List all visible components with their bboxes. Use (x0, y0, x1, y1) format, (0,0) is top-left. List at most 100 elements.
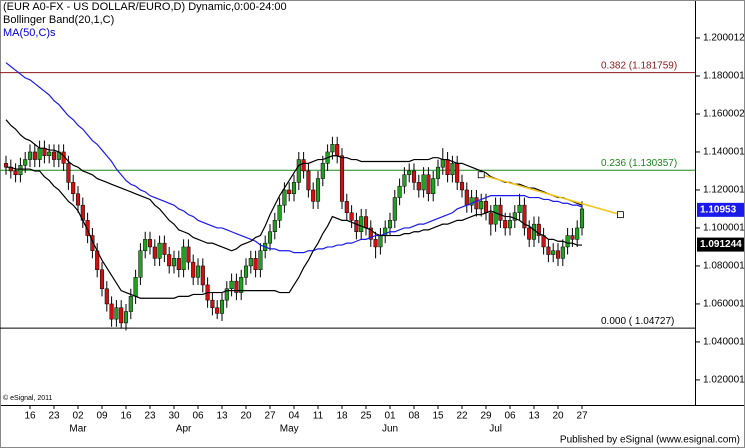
candle-body (143, 239, 148, 252)
x-tick-label: 22 (456, 411, 468, 422)
indicator-line (5, 119, 583, 252)
candle-body (229, 280, 234, 289)
candle-body (527, 227, 532, 240)
candle-body (234, 280, 239, 293)
x-tick-label: 23 (48, 411, 60, 422)
candle-body (90, 235, 95, 252)
trendline (480, 174, 621, 216)
copyright: © eSignal, 2011 (3, 394, 53, 402)
candle-body (200, 265, 205, 286)
x-tick-label: 29 (480, 411, 492, 422)
candle-body (407, 170, 412, 176)
candle-body (459, 182, 465, 191)
candle-body (440, 159, 445, 168)
candle-body (579, 208, 585, 229)
candle-body (306, 170, 311, 191)
x-tick-label: 27 (264, 411, 276, 422)
candle-body (411, 170, 417, 183)
candle-body (431, 178, 436, 195)
candle-body (335, 144, 340, 157)
candle-body (349, 212, 354, 221)
candle-body (387, 220, 393, 229)
x-tick-label: 27 (576, 411, 588, 422)
indicator-label: Bollinger Band(20,1,C) (3, 14, 114, 26)
candle-body (157, 242, 162, 259)
candle-body (18, 165, 23, 176)
fib-label: 0.000 ( 1.04727) (601, 316, 674, 327)
candle-body (75, 193, 81, 206)
candle-body (397, 185, 402, 198)
x-tick-label: 25 (360, 411, 372, 422)
fib-label: 0.236 (1.130357) (601, 158, 677, 169)
candle-body (219, 299, 225, 314)
candle-body (469, 197, 474, 206)
candle-body (560, 246, 565, 259)
candle-body (445, 159, 450, 176)
candle-body (171, 258, 177, 267)
x-tick-label: 04 (288, 411, 300, 422)
trendline-handle (477, 171, 485, 179)
candle-body (215, 307, 220, 314)
candle-body (186, 246, 191, 263)
candle-body (253, 258, 258, 270)
candle-body (378, 235, 383, 248)
x-tick-label: 20 (240, 411, 252, 422)
candle-body (311, 189, 316, 202)
candle-body (301, 159, 306, 172)
candle-body (455, 163, 460, 183)
candle-body (147, 239, 153, 248)
candle-body (287, 189, 292, 195)
candle-body (392, 197, 397, 221)
candle-body (570, 235, 575, 240)
x-tick-label: 20 (552, 411, 564, 422)
candle-body (479, 201, 484, 210)
candle-body (272, 220, 277, 233)
candle-body (522, 204, 527, 229)
candle-body (551, 250, 556, 255)
x-tick-label: 06 (192, 411, 204, 422)
trendline-handle (617, 211, 624, 219)
candle-body (224, 288, 229, 301)
candle-body (517, 204, 522, 214)
candle-body (416, 182, 421, 191)
x-tick-label: 30 (168, 411, 180, 422)
candle-body (195, 265, 201, 278)
footer: Published by eSignal (www.esignal.com) (560, 435, 740, 446)
candle-body (181, 246, 186, 270)
candle-body (315, 178, 321, 202)
candle-body (23, 159, 28, 166)
y-tick-label: 1.020001 (703, 375, 745, 386)
candle-body (32, 151, 37, 160)
candle-body (488, 212, 493, 225)
candle-body (191, 261, 196, 278)
y-tick-label: 1.060001 (703, 299, 745, 310)
candle-body (128, 296, 133, 312)
indicator-label: MA(50,C)s (3, 27, 56, 39)
x-tick-label: 23 (144, 411, 156, 422)
y-tick-label: 1.040001 (703, 337, 745, 348)
month-label: Apr (176, 424, 192, 435)
candle-body (546, 246, 551, 255)
candle-body (555, 250, 561, 259)
candle-body (354, 220, 359, 233)
candle-body (123, 311, 129, 324)
candle-body (450, 163, 455, 176)
x-tick-label: 11 (313, 411, 324, 422)
y-tick-label: 1.140001 (703, 147, 745, 158)
candle-body (507, 220, 513, 229)
candle-body (109, 303, 114, 320)
candle-body (339, 155, 345, 202)
price-marker (697, 237, 744, 252)
x-tick-label: 09 (96, 411, 108, 422)
candle-body (243, 265, 249, 278)
price-marker (697, 202, 744, 217)
indicator-line (6, 166, 582, 299)
candle-body (104, 288, 109, 305)
month-label: Jun (382, 424, 398, 435)
candle-body (85, 220, 90, 236)
candle-body (13, 170, 18, 176)
y-tick-label: 1.160002 (703, 109, 745, 120)
month-label: May (280, 424, 299, 435)
